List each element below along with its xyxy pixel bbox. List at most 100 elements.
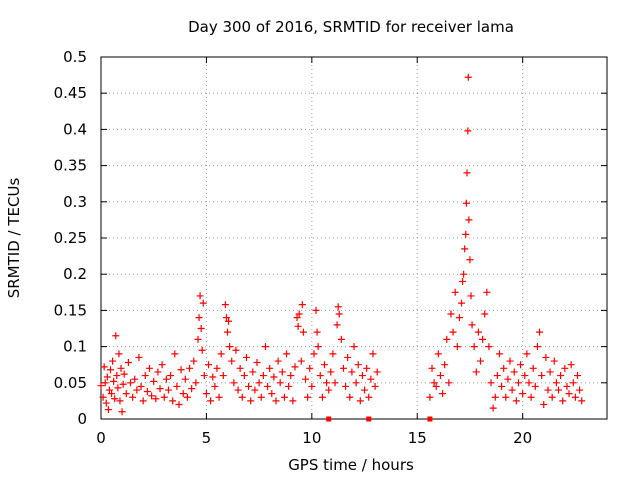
data-point bbox=[358, 372, 366, 380]
data-point bbox=[548, 393, 556, 401]
data-point bbox=[209, 373, 217, 381]
data-point bbox=[156, 385, 164, 393]
data-point bbox=[508, 386, 516, 394]
data-point bbox=[100, 363, 108, 371]
data-point bbox=[240, 372, 248, 380]
data-point bbox=[432, 382, 440, 390]
data-point bbox=[268, 390, 276, 398]
data-point bbox=[489, 404, 497, 412]
data-point bbox=[302, 375, 310, 383]
data-point bbox=[255, 379, 263, 387]
y-tick-label: 0.35 bbox=[54, 157, 87, 175]
data-point bbox=[117, 364, 125, 372]
data-point bbox=[114, 384, 122, 392]
data-point bbox=[109, 357, 117, 365]
data-point bbox=[472, 368, 480, 376]
data-point bbox=[318, 393, 326, 401]
data-point bbox=[194, 335, 202, 343]
data-point bbox=[462, 199, 470, 207]
data-point bbox=[510, 368, 518, 376]
data-point bbox=[514, 379, 522, 387]
data-point bbox=[108, 390, 116, 398]
data-point bbox=[464, 73, 472, 81]
data-point bbox=[285, 382, 293, 390]
data-point bbox=[110, 377, 118, 385]
data-point bbox=[249, 368, 257, 376]
y-tick-label: 0.45 bbox=[54, 84, 87, 102]
data-point bbox=[451, 288, 459, 296]
data-point bbox=[308, 382, 316, 390]
data-point bbox=[327, 368, 335, 376]
data-point bbox=[531, 382, 539, 390]
y-tick-label: 0.5 bbox=[63, 48, 87, 66]
data-point bbox=[124, 359, 132, 367]
data-point bbox=[186, 364, 194, 372]
data-point bbox=[139, 397, 147, 405]
data-point bbox=[225, 317, 233, 325]
data-point bbox=[352, 379, 360, 387]
data-point bbox=[335, 310, 343, 318]
data-point bbox=[536, 328, 544, 336]
data-point bbox=[373, 368, 381, 376]
data-point bbox=[175, 401, 183, 409]
data-point bbox=[312, 306, 320, 314]
data-point bbox=[333, 321, 341, 329]
data-point bbox=[261, 343, 269, 351]
data-point bbox=[517, 361, 525, 369]
data-point bbox=[104, 406, 112, 414]
data-point bbox=[464, 127, 472, 135]
data-point bbox=[238, 393, 246, 401]
data-point bbox=[460, 270, 468, 278]
data-point bbox=[361, 386, 369, 394]
data-point bbox=[192, 379, 200, 387]
data-point bbox=[179, 390, 187, 398]
data-point bbox=[101, 379, 109, 387]
data-point bbox=[334, 303, 342, 311]
data-point bbox=[196, 292, 204, 300]
data-point bbox=[297, 357, 305, 365]
data-point bbox=[479, 335, 487, 343]
data-point bbox=[245, 382, 253, 390]
data-point bbox=[445, 379, 453, 387]
y-tick-label: 0.1 bbox=[63, 338, 87, 356]
data-point bbox=[491, 393, 499, 401]
data-point bbox=[519, 390, 527, 398]
data-point bbox=[253, 359, 261, 367]
data-point bbox=[287, 372, 295, 380]
data-point bbox=[280, 393, 288, 401]
data-point bbox=[264, 382, 272, 390]
data-point bbox=[274, 357, 282, 365]
data-point bbox=[467, 292, 475, 300]
data-point bbox=[466, 256, 474, 264]
data-point bbox=[143, 387, 151, 395]
data-point bbox=[219, 372, 227, 380]
data-point bbox=[329, 350, 337, 358]
data-point bbox=[173, 382, 181, 390]
data-point bbox=[350, 343, 358, 351]
data-point bbox=[283, 350, 291, 358]
data-point bbox=[120, 370, 128, 378]
data-point bbox=[299, 328, 307, 336]
data-point bbox=[293, 314, 301, 322]
data-points bbox=[97, 73, 586, 422]
data-point bbox=[217, 350, 225, 358]
data-point bbox=[266, 364, 274, 372]
data-point bbox=[215, 393, 223, 401]
data-point bbox=[259, 372, 267, 380]
data-point bbox=[310, 350, 318, 358]
data-point bbox=[500, 364, 508, 372]
grid-lines bbox=[101, 57, 607, 419]
data-point bbox=[555, 386, 563, 394]
data-point bbox=[487, 379, 495, 387]
data-point bbox=[443, 335, 451, 343]
data-point bbox=[463, 169, 471, 177]
data-point bbox=[106, 366, 114, 374]
data-point bbox=[213, 364, 221, 372]
data-point bbox=[552, 379, 560, 387]
data-point bbox=[498, 382, 506, 390]
data-point bbox=[113, 372, 121, 380]
data-point bbox=[103, 373, 111, 381]
data-point bbox=[200, 372, 208, 380]
data-point bbox=[152, 395, 160, 403]
zero-marker bbox=[326, 416, 332, 422]
